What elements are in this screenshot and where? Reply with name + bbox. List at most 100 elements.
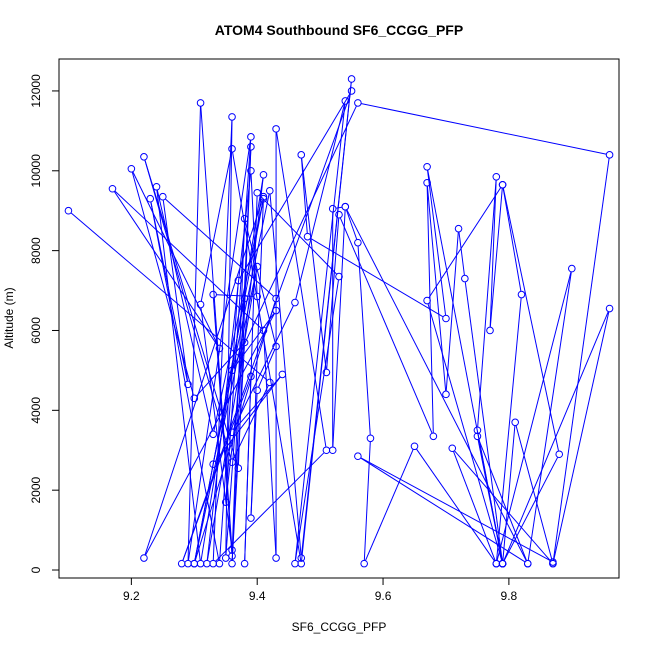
series-segment — [263, 334, 277, 555]
series-segment — [346, 209, 358, 240]
data-point — [209, 290, 217, 299]
data-point — [605, 304, 614, 313]
series-segment — [454, 450, 551, 562]
series-segment — [477, 439, 503, 561]
series-segment — [428, 187, 502, 298]
data-point — [442, 314, 450, 323]
data-point — [291, 298, 299, 307]
data-point — [341, 97, 350, 105]
data-point — [127, 164, 136, 173]
data-point — [335, 272, 343, 281]
series-segment — [206, 174, 252, 561]
series-segment — [219, 284, 239, 561]
series-segment — [200, 308, 233, 547]
series-segment — [489, 188, 503, 327]
series-segment — [132, 171, 219, 346]
data-point — [228, 428, 236, 437]
data-point — [511, 418, 519, 427]
data-point — [303, 232, 312, 241]
data-point — [272, 306, 280, 315]
data-point — [184, 380, 192, 389]
series-segment — [365, 449, 414, 561]
data-point — [234, 464, 243, 473]
series-segment — [144, 160, 232, 459]
series-segment — [233, 105, 357, 368]
data-point — [328, 204, 337, 213]
data-point — [486, 326, 494, 335]
data-point — [473, 426, 482, 435]
data-point — [278, 370, 287, 379]
series-segment — [427, 303, 503, 561]
y-tick-label: 6000 — [29, 317, 43, 344]
data-point — [253, 262, 262, 271]
data-point — [247, 514, 255, 522]
x-tick-label: 9.8 — [501, 589, 518, 603]
data-point — [190, 559, 199, 568]
data-point — [140, 153, 148, 161]
data-point — [423, 162, 431, 171]
series-segment — [301, 158, 327, 369]
data-point — [228, 458, 236, 467]
series-segment — [427, 170, 447, 315]
series-segment — [233, 313, 275, 368]
data-point — [209, 559, 217, 568]
series-segment — [301, 158, 308, 234]
data-point — [159, 192, 167, 201]
series-segment — [445, 232, 459, 391]
data-point — [228, 559, 236, 568]
data-point — [297, 554, 306, 562]
series-segment — [200, 152, 232, 302]
series-segment — [200, 106, 233, 547]
series-segment — [239, 93, 351, 278]
data-point — [272, 342, 280, 351]
data-point — [272, 294, 280, 303]
data-point — [253, 292, 262, 301]
data-point — [354, 99, 362, 107]
series-segment — [489, 180, 497, 327]
series-segment — [503, 311, 609, 561]
y-tick-label: 2000 — [29, 476, 43, 503]
series-segment — [244, 379, 252, 561]
series-segment — [502, 188, 522, 292]
series-lines — [70, 82, 610, 563]
data-point — [492, 172, 501, 181]
data-point — [253, 386, 262, 395]
series-segment — [131, 172, 194, 396]
data-point — [184, 559, 192, 568]
series-segment — [259, 194, 337, 275]
series-segment — [150, 202, 188, 381]
series-segment — [295, 104, 345, 300]
data-point — [221, 498, 230, 506]
data-point — [247, 133, 255, 141]
series-segment — [206, 270, 258, 561]
data-point — [196, 300, 205, 309]
data-point — [108, 184, 117, 193]
series-segment — [156, 190, 213, 431]
data-point — [341, 202, 350, 211]
data-point — [140, 554, 148, 562]
y-tick-label: 12000 — [29, 74, 43, 108]
x-tick-label: 9.4 — [249, 589, 266, 603]
data-point — [354, 238, 362, 247]
data-point — [360, 559, 368, 568]
data-point — [291, 559, 299, 568]
series-segment — [144, 199, 263, 555]
series-segment — [346, 209, 527, 561]
x-axis: 9.2 9.4 9.6 9.8 — [123, 577, 518, 603]
series-segment — [188, 140, 251, 561]
series-segment — [294, 104, 346, 561]
x-tick-label: 9.2 — [123, 589, 140, 603]
data-point — [228, 113, 236, 121]
series-segment — [212, 120, 233, 561]
series-segment — [258, 349, 276, 388]
series-segment — [212, 298, 233, 553]
series-segment — [496, 298, 522, 561]
series-segment — [156, 190, 201, 561]
series-segment — [276, 132, 327, 447]
y-axis-label: Altitude (m) — [2, 287, 16, 348]
series-segment — [464, 282, 503, 561]
chart-title: ATOM4 Southbound SF6_CCGG_PFP — [215, 22, 463, 38]
data-point — [240, 559, 249, 568]
data-point — [196, 559, 205, 568]
data-point — [605, 151, 614, 159]
